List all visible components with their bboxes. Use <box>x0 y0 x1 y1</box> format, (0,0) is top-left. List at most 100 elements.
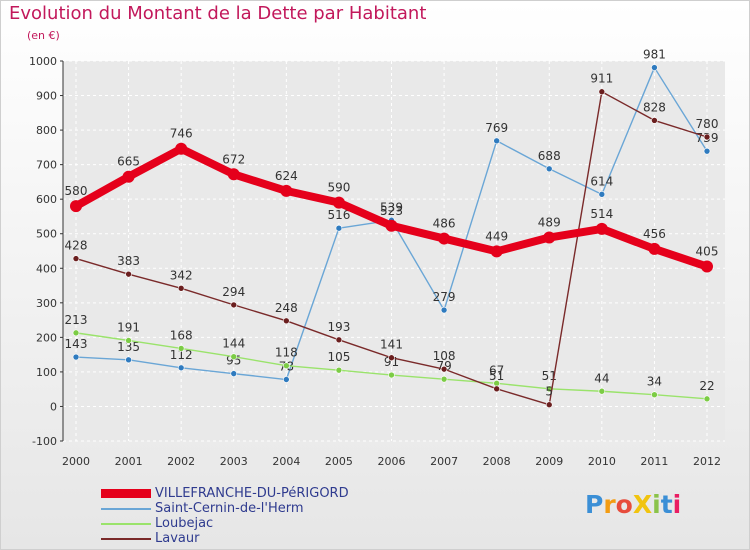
x-tick-label: 2001 <box>115 455 143 468</box>
data-label-villefranche-du-p-rigord: 672 <box>222 152 245 166</box>
data-point-lavaur <box>230 301 238 309</box>
legend-swatch <box>101 537 151 540</box>
legend-label: Loubejac <box>155 516 214 531</box>
unit-label: (en €) <box>27 29 60 42</box>
y-tick-label: 0 <box>50 400 57 413</box>
data-label-villefranche-du-p-rigord: 449 <box>485 229 508 243</box>
data-label-loubejac: 168 <box>170 328 193 342</box>
data-label-lavaur: 193 <box>327 320 350 334</box>
data-point-lavaur <box>440 365 448 373</box>
data-point-loubejac <box>335 366 343 374</box>
logo-letter: i <box>652 490 661 519</box>
data-label-saint-cernin-de-l-herm: 135 <box>117 340 140 354</box>
y-tick-label: 500 <box>36 228 57 241</box>
data-point-loubejac <box>651 391 658 399</box>
data-label-villefranche-du-p-rigord: 665 <box>117 155 140 169</box>
data-point-villefranche-du-p-rigord <box>175 142 188 155</box>
data-label-saint-cernin-de-l-herm: 981 <box>643 48 666 62</box>
x-tick-label: 2011 <box>640 455 668 468</box>
data-label-villefranche-du-p-rigord: 624 <box>275 169 298 183</box>
data-point-lavaur <box>72 255 80 262</box>
data-point-saint-cernin-de-l-herm <box>598 191 606 198</box>
data-label-lavaur: 51 <box>489 369 504 383</box>
data-label-villefranche-du-p-rigord: 746 <box>170 127 193 141</box>
x-tick-label: 2010 <box>588 455 616 468</box>
data-point-saint-cernin-de-l-herm <box>72 353 80 361</box>
data-point-saint-cernin-de-l-herm <box>177 364 185 372</box>
data-point-loubejac <box>125 337 132 344</box>
data-point-villefranche-du-p-rigord <box>70 200 82 213</box>
data-point-lavaur <box>703 133 711 141</box>
x-tick-label: 2012 <box>693 455 721 468</box>
data-label-lavaur: 911 <box>590 72 613 86</box>
legend-item-loubejac: Loubejac <box>101 516 213 531</box>
y-tick-label: 400 <box>36 262 57 275</box>
data-label-lavaur: 5 <box>545 385 553 399</box>
data-point-lavaur <box>598 88 606 96</box>
logo-letter: o <box>615 490 633 519</box>
data-label-loubejac: 44 <box>594 371 609 385</box>
y-tick-label: 600 <box>36 193 57 206</box>
y-tick-label: 300 <box>36 297 57 310</box>
data-label-saint-cernin-de-l-herm: 688 <box>538 149 561 163</box>
x-tick-label: 2007 <box>430 455 458 468</box>
legend-label: VILLEFRANCHE-DU-PéRIGORD <box>155 486 349 501</box>
data-point-lavaur <box>493 385 500 393</box>
data-label-lavaur: 780 <box>696 117 719 131</box>
data-label-loubejac: 191 <box>117 320 140 334</box>
legend-label: Lavaur <box>155 531 200 546</box>
legend-swatch <box>101 522 151 525</box>
x-tick-label: 2006 <box>378 455 406 468</box>
data-point-villefranche-du-p-rigord <box>122 170 135 183</box>
logo-letter: r <box>603 490 616 519</box>
data-point-villefranche-du-p-rigord <box>332 196 345 209</box>
x-tick-label: 2004 <box>272 455 300 468</box>
data-label-loubejac: 67 <box>489 363 504 377</box>
x-tick-label: 2005 <box>325 455 353 468</box>
data-point-villefranche-du-p-rigord <box>438 232 451 245</box>
x-tick-label: 2009 <box>535 455 563 468</box>
data-label-saint-cernin-de-l-herm: 279 <box>433 290 456 304</box>
plot-area <box>63 61 725 441</box>
y-tick-label: 800 <box>36 124 57 137</box>
data-point-lavaur <box>177 285 185 292</box>
data-label-lavaur: 294 <box>222 285 245 299</box>
logo-letter: t <box>660 490 673 519</box>
data-point-villefranche-du-p-rigord <box>701 260 713 273</box>
x-tick-label: 2008 <box>483 455 511 468</box>
data-label-villefranche-du-p-rigord: 456 <box>643 227 666 241</box>
data-point-loubejac <box>230 353 238 361</box>
data-point-villefranche-du-p-rigord <box>648 242 661 255</box>
data-point-villefranche-du-p-rigord <box>280 184 293 197</box>
data-label-loubejac: 22 <box>699 379 714 393</box>
logo-letter: X <box>632 490 653 519</box>
y-tick-label: 700 <box>36 159 57 172</box>
data-point-loubejac <box>703 395 711 403</box>
legend-swatch <box>101 489 151 498</box>
data-point-villefranche-du-p-rigord <box>595 222 608 235</box>
data-label-saint-cernin-de-l-herm: 769 <box>485 121 508 135</box>
data-point-loubejac <box>283 362 290 369</box>
logo-letter: P <box>585 490 604 519</box>
legend-label: Saint-Cernin-de-l'Herm <box>155 501 304 516</box>
chart-title: Evolution du Montant de la Dette par Hab… <box>9 3 427 24</box>
data-label-lavaur: 428 <box>65 239 88 253</box>
legend-item-villefranche-du-p-rigord: VILLEFRANCHE-DU-PéRIGORD <box>101 486 349 501</box>
data-label-saint-cernin-de-l-herm: 516 <box>327 208 350 222</box>
y-tick-label: 200 <box>36 331 57 344</box>
data-label-villefranche-du-p-rigord: 590 <box>327 181 350 195</box>
data-label-lavaur: 383 <box>117 254 140 268</box>
data-point-loubejac <box>598 387 606 395</box>
data-point-villefranche-du-p-rigord <box>227 168 240 181</box>
data-point-saint-cernin-de-l-herm <box>335 224 343 232</box>
data-label-saint-cernin-de-l-herm: 539 <box>380 200 403 214</box>
data-point-loubejac <box>72 329 80 337</box>
data-label-villefranche-du-p-rigord: 489 <box>538 216 561 230</box>
legend-item-lavaur: Lavaur <box>101 531 199 546</box>
x-tick-label: 2000 <box>62 455 90 468</box>
y-tick-label: 900 <box>36 90 57 103</box>
data-label-lavaur: 828 <box>643 100 666 114</box>
data-label-lavaur: 342 <box>170 268 193 282</box>
data-point-lavaur <box>651 117 658 124</box>
